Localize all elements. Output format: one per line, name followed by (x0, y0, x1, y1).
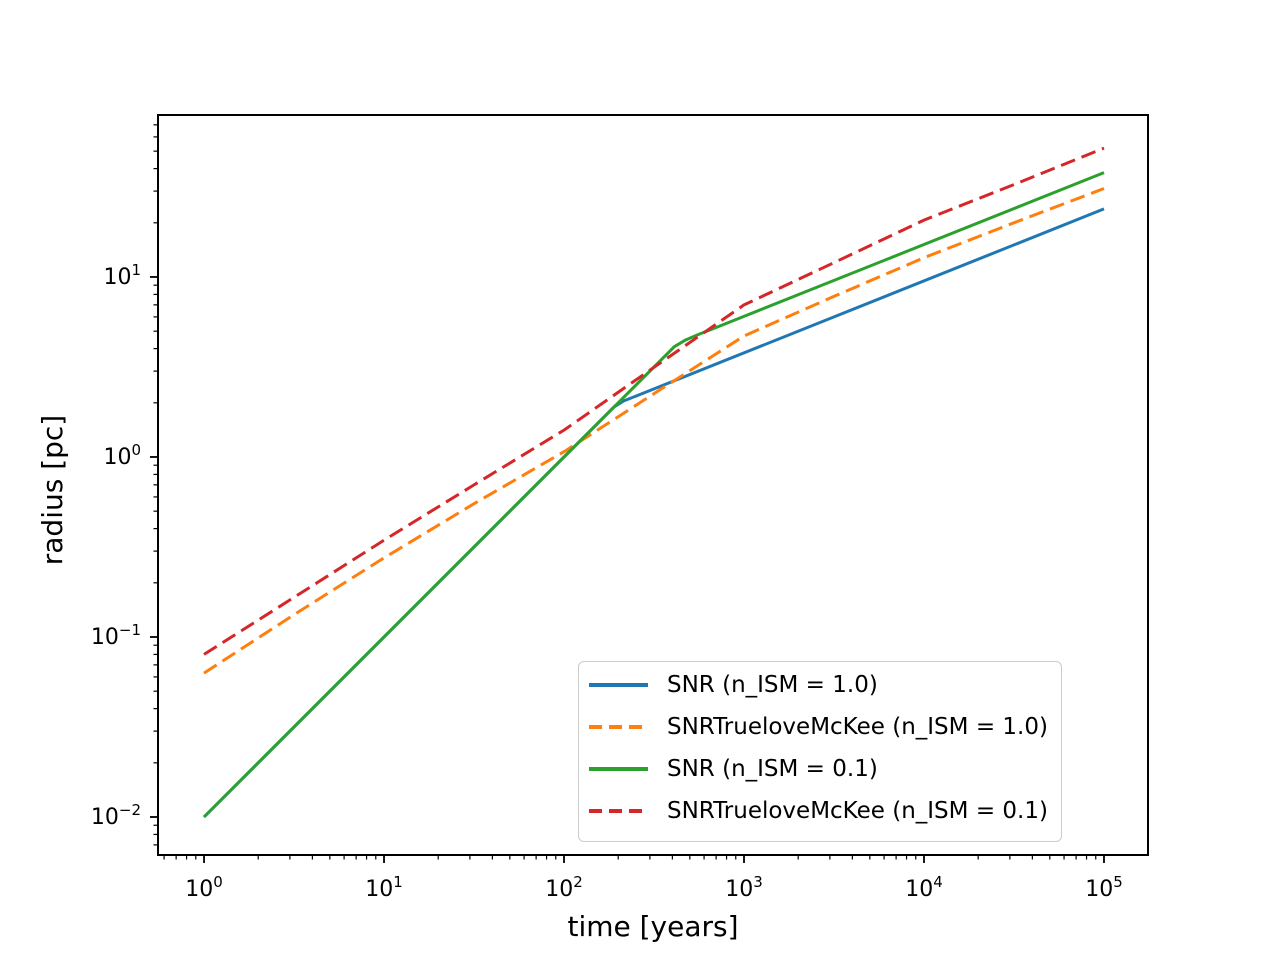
series-line-snrtruelovemckee-nism-0-1 (203, 146, 1105, 656)
x-axis-tick-label: 100 (185, 873, 223, 902)
plot-frame (157, 114, 1149, 856)
x-axis-tick-label: 103 (725, 873, 763, 902)
legend-label: SNRTrueloveMcKee (n_ISM = 1.0) (667, 714, 1048, 740)
legend-label: SNR (n_ISM = 0.1) (667, 756, 878, 782)
y-axis-tick-label: 101 (103, 261, 141, 290)
legend: SNR (n_ISM = 1.0) SNRTrueloveMcKee (n_IS… (578, 661, 1062, 842)
legend-item: SNR (n_ISM = 1.0) (579, 664, 1061, 706)
x-axis-tick-label: 102 (545, 873, 583, 902)
legend-label: SNRTrueloveMcKee (n_ISM = 0.1) (667, 798, 1048, 824)
x-axis-tick-label: 105 (1085, 873, 1123, 902)
legend-line-sample-snr-nism-0-1 (589, 767, 648, 771)
legend-line-sample-snrtruelovemckee-nism-1-0 (589, 725, 648, 729)
legend-item: SNR (n_ISM = 0.1) (579, 748, 1061, 790)
x-axis-tick-label: 104 (905, 873, 943, 902)
y-axis-tick-label: 10−2 (91, 801, 141, 830)
legend-label: SNR (n_ISM = 1.0) (667, 672, 878, 698)
legend-line-sample-snr-nism-1-0 (589, 683, 648, 687)
legend-line-sample-snrtruelovemckee-nism-0-1 (589, 809, 648, 813)
y-axis-tick-label: 100 (103, 441, 141, 470)
series-line-snr-nism-0-1 (202, 171, 1105, 819)
series-line-snrtruelovemckee-nism-1-0 (203, 187, 1105, 675)
legend-item: SNRTrueloveMcKee (n_ISM = 0.1) (579, 790, 1061, 832)
x-axis-label: time [years] (567, 910, 739, 943)
x-axis-tick-label: 101 (365, 873, 403, 902)
y-axis-label: radius [pc] (36, 414, 69, 566)
legend-item: SNRTrueloveMcKee (n_ISM = 1.0) (579, 706, 1061, 748)
y-axis-tick-label: 10−1 (91, 621, 141, 650)
